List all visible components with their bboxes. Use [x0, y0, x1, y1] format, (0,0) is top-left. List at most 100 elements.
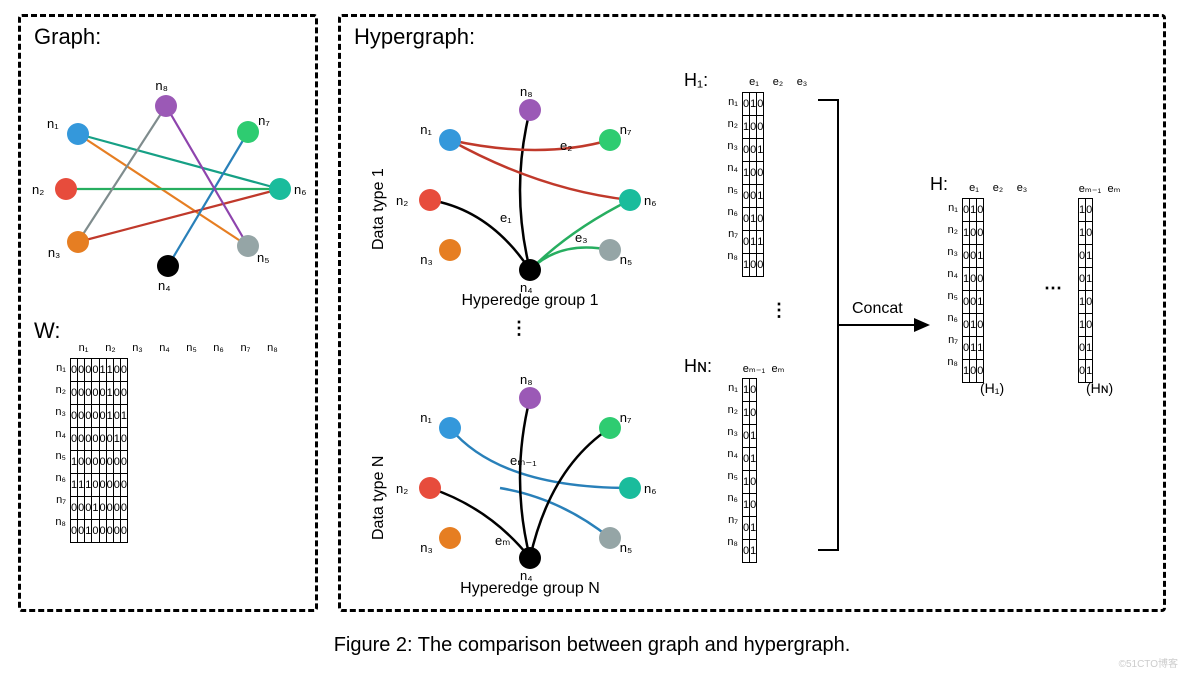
- node-label-n1: n₁: [47, 116, 59, 131]
- matrix-table: 0000110000000100000001010000001010000000…: [70, 358, 128, 543]
- node-n4: [157, 255, 179, 277]
- node-n3: [439, 527, 461, 549]
- node-n3: [439, 239, 461, 261]
- figure-caption: Figure 2: The comparison between graph a…: [0, 634, 1184, 657]
- node-label-n1: n₁: [420, 122, 432, 137]
- matrix-table: 1010010110100101: [1078, 198, 1093, 383]
- node-label-n3: n₃: [48, 245, 61, 260]
- node-label-n6: n₆: [294, 182, 306, 197]
- col-label: n₆: [205, 342, 232, 354]
- node-n1: [67, 123, 89, 145]
- row-label: n₇: [48, 494, 66, 506]
- row-label: n₇: [720, 514, 738, 526]
- col-label: n₂: [97, 342, 124, 354]
- row-label: n₂: [940, 224, 958, 236]
- hyperedge-group-1-caption: Hyperedge group 1: [420, 292, 640, 310]
- vertical-ellipsis: ⋮: [510, 318, 528, 339]
- edge-label: eₘ: [495, 533, 510, 549]
- row-label: n₄: [48, 428, 66, 440]
- col-label: eₘ: [766, 362, 790, 375]
- node-n8: [155, 95, 177, 117]
- row-label: n₅: [720, 184, 738, 196]
- matrix-table: 010100001100001010011100: [742, 92, 764, 277]
- row-label: n₅: [940, 290, 958, 302]
- col-label: eₘ₋₁: [742, 362, 766, 375]
- col-label: n₅: [178, 342, 205, 354]
- row-label: n₄: [720, 162, 738, 174]
- node-label-n3: n₃: [420, 540, 433, 555]
- col-label: e₁: [742, 76, 766, 88]
- matrix-table: 1010010110100101: [742, 378, 757, 563]
- col-label: e₃: [1010, 182, 1034, 194]
- hyperedge-group-n-caption: Hyperedge group N: [420, 580, 640, 598]
- h1-matrix-label: H₁:: [684, 70, 708, 91]
- figure-root: Graph: n₁n₂n₃n₄n₅n₆n₇n₈ W: n₁n₂n₃n₄n₅n₆n…: [0, 0, 1184, 674]
- col-label: eₘ₋₁: [1078, 182, 1102, 195]
- row-label: n₅: [48, 450, 66, 462]
- hyperedges-group-1: [400, 60, 680, 320]
- row-label: n₂: [720, 118, 738, 130]
- row-label: n₃: [48, 406, 66, 418]
- edge-label: eₘ₋₁: [510, 453, 537, 469]
- node-label-n7: n₇: [620, 410, 632, 425]
- row-label: n₆: [940, 312, 958, 324]
- node-label-n8: n₈: [520, 372, 533, 387]
- node-label-n4: n₄: [158, 278, 171, 293]
- h-sub-label-1: (H₁): [980, 380, 1004, 396]
- row-label: n₈: [940, 356, 958, 368]
- edge-label: e₃: [575, 230, 588, 245]
- node-label-n7: n₇: [258, 113, 270, 128]
- col-label: n₄: [151, 342, 178, 354]
- row-label: n₆: [48, 472, 66, 484]
- data-type-n-label: Data type N: [370, 456, 388, 540]
- node-n6: [619, 477, 641, 499]
- node-label-n6: n₆: [644, 193, 656, 208]
- node-label-n8: n₈: [155, 78, 168, 93]
- node-label-n7: n₇: [620, 122, 632, 137]
- h-sub-label-2: (Hɴ): [1086, 380, 1113, 396]
- node-label-n5: n₅: [620, 540, 632, 555]
- hn-matrix-label: Hɴ:: [684, 356, 712, 377]
- node-n7: [599, 129, 621, 151]
- node-label-n2: n₂: [396, 481, 408, 496]
- w-matrix-label: W:: [34, 318, 60, 344]
- node-n5: [237, 235, 259, 257]
- row-label: n₂: [720, 404, 738, 416]
- row-label: n₇: [940, 334, 958, 346]
- node-n8: [519, 387, 541, 409]
- row-label: n₆: [720, 492, 738, 504]
- data-type-1-label: Data type 1: [370, 168, 388, 250]
- node-label-n1: n₁: [420, 410, 432, 425]
- row-label: n₁: [940, 202, 958, 214]
- row-label: n₁: [720, 96, 738, 108]
- col-label: e₂: [766, 76, 790, 88]
- col-label: n₇: [232, 342, 259, 354]
- row-label: n₃: [720, 426, 738, 438]
- hypergraph-title: Hypergraph:: [354, 24, 475, 50]
- col-label: n₃: [124, 342, 151, 354]
- node-label-n6: n₆: [644, 481, 656, 496]
- h-matrix-label: H:: [930, 174, 948, 195]
- node-n7: [599, 417, 621, 439]
- col-label: e₂: [986, 182, 1010, 194]
- row-label: n₇: [720, 228, 738, 240]
- hyperedges-group-n: [400, 348, 680, 608]
- row-label: n₈: [720, 536, 738, 548]
- col-label: eₘ: [1102, 182, 1126, 195]
- row-label: n₈: [48, 516, 66, 528]
- edge-label: e₁: [500, 210, 512, 225]
- row-label: n₃: [720, 140, 738, 152]
- node-n1: [439, 417, 461, 439]
- node-n5: [599, 527, 621, 549]
- node-n2: [419, 477, 441, 499]
- row-label: n₆: [720, 206, 738, 218]
- node-n8: [519, 99, 541, 121]
- node-n6: [619, 189, 641, 211]
- node-label-n2: n₂: [396, 193, 408, 208]
- node-n2: [55, 178, 77, 200]
- col-label: e₁: [962, 182, 986, 194]
- row-label: n₄: [720, 448, 738, 460]
- node-n4: [519, 259, 541, 281]
- h-matrices-ellipsis: ⋮: [770, 300, 788, 321]
- node-n6: [269, 178, 291, 200]
